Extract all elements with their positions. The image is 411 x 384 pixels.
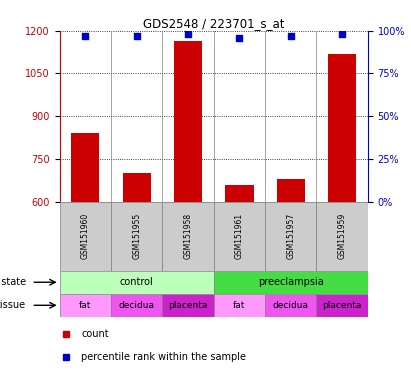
Bar — [111, 202, 162, 271]
Bar — [60, 202, 111, 271]
Text: control: control — [120, 277, 154, 287]
Text: GSM151961: GSM151961 — [235, 213, 244, 259]
Point — [287, 33, 294, 39]
Bar — [60, 294, 111, 317]
Point — [133, 33, 140, 39]
Text: placenta: placenta — [323, 301, 362, 310]
Text: placenta: placenta — [169, 301, 208, 310]
Text: decidua: decidua — [119, 301, 155, 310]
Text: GSM151959: GSM151959 — [338, 213, 346, 259]
Bar — [111, 294, 162, 317]
Text: percentile rank within the sample: percentile rank within the sample — [81, 353, 246, 362]
Bar — [265, 294, 316, 317]
Bar — [328, 53, 356, 202]
Point — [236, 35, 242, 41]
Bar — [60, 271, 214, 294]
Bar — [122, 173, 151, 202]
Text: disease state: disease state — [0, 277, 26, 287]
Bar — [214, 271, 368, 294]
Bar — [162, 202, 214, 271]
Bar — [214, 202, 265, 271]
Title: GDS2548 / 223701_s_at: GDS2548 / 223701_s_at — [143, 17, 284, 30]
Text: GSM151958: GSM151958 — [184, 213, 192, 259]
Text: tissue: tissue — [0, 300, 26, 310]
Bar — [174, 41, 202, 202]
Point — [82, 33, 89, 39]
Point — [185, 31, 192, 37]
Text: GSM151960: GSM151960 — [81, 213, 90, 259]
Bar — [162, 294, 214, 317]
Text: preeclampsia: preeclampsia — [258, 277, 323, 287]
Bar — [316, 202, 368, 271]
Text: fat: fat — [233, 301, 246, 310]
Bar — [71, 133, 99, 202]
Text: GSM151957: GSM151957 — [286, 213, 295, 259]
Bar — [265, 202, 316, 271]
Text: GSM151955: GSM151955 — [132, 213, 141, 259]
Point — [339, 31, 346, 37]
Text: fat: fat — [79, 301, 92, 310]
Bar — [316, 294, 368, 317]
Text: decidua: decidua — [273, 301, 309, 310]
Text: count: count — [81, 329, 109, 339]
Bar — [277, 179, 305, 202]
Bar — [225, 185, 254, 202]
Bar — [214, 294, 265, 317]
